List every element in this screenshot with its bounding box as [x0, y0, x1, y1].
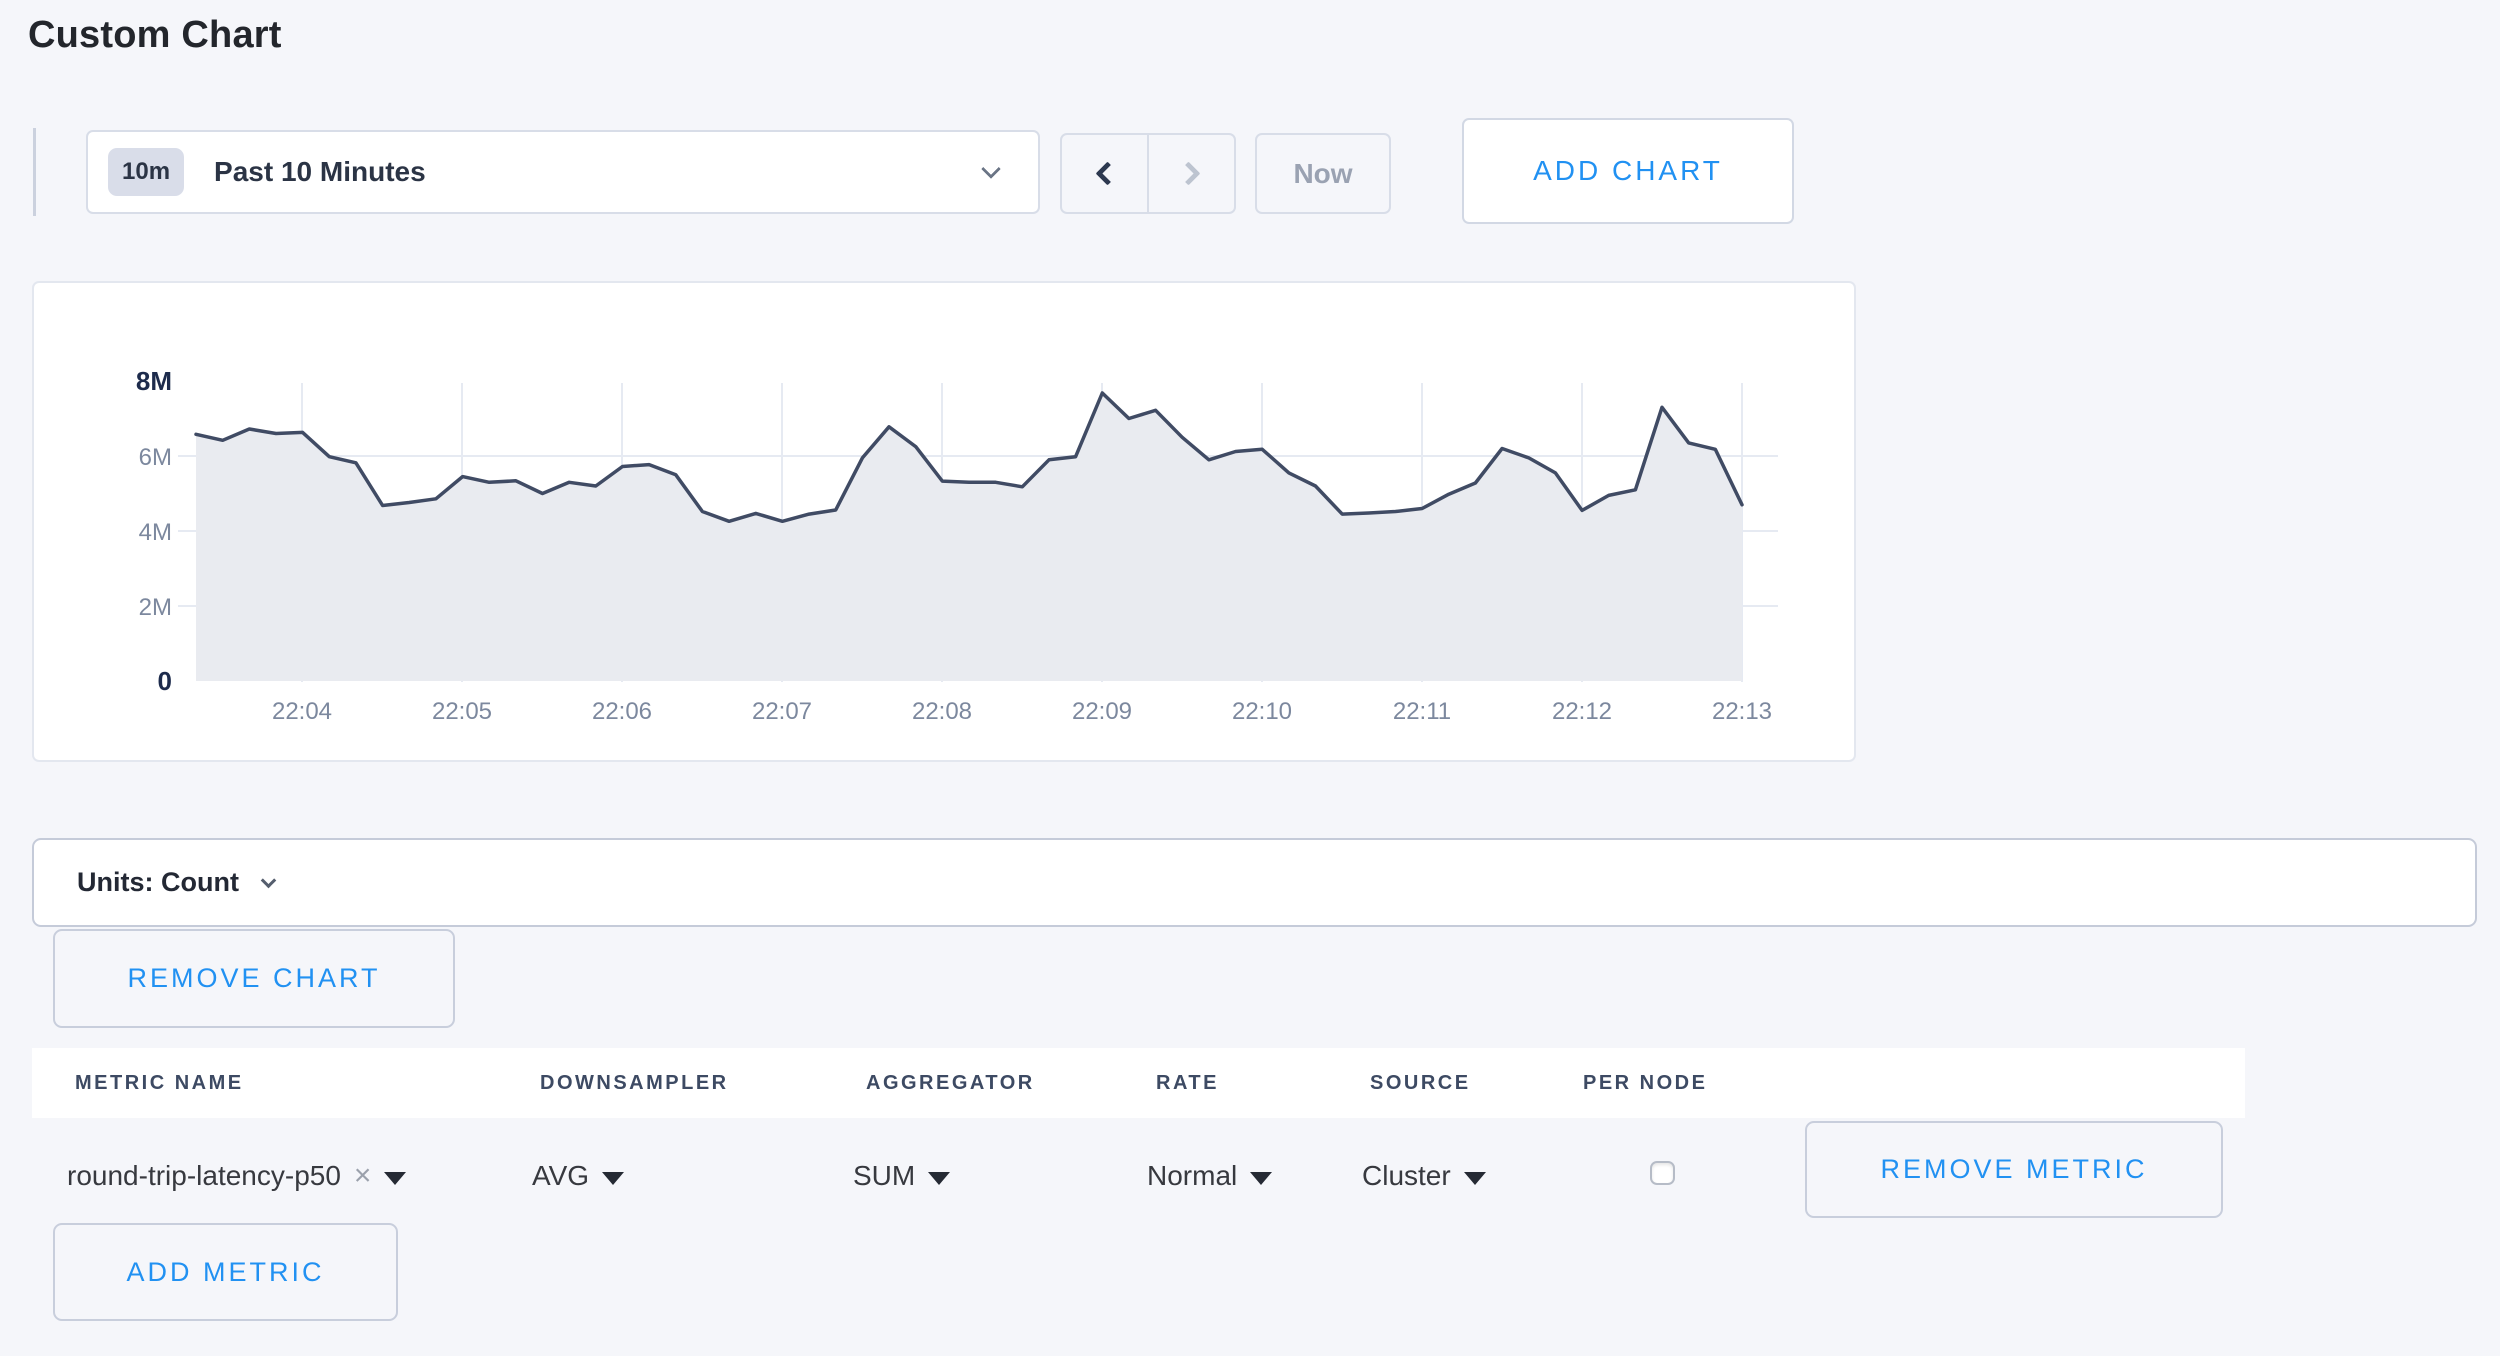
caret-down-icon: [1463, 1171, 1486, 1185]
now-button[interactable]: Now: [1255, 133, 1391, 214]
svg-text:22:11: 22:11: [1393, 698, 1451, 725]
time-range-select[interactable]: 10m Past 10 Minutes: [86, 130, 1040, 214]
time-step-back-button[interactable]: [1062, 135, 1147, 212]
svg-text:22:12: 22:12: [1552, 698, 1612, 725]
svg-text:4M: 4M: [139, 519, 172, 546]
page-title: Custom Chart: [28, 14, 282, 56]
clear-metric-icon[interactable]: ×: [353, 1159, 372, 1192]
remove-chart-button[interactable]: REMOVE CHART: [53, 929, 455, 1028]
per-node-checkbox[interactable]: [1650, 1161, 1675, 1185]
svg-text:22:13: 22:13: [1712, 698, 1772, 725]
caret-down-icon: [928, 1171, 951, 1185]
svg-text:22:10: 22:10: [1232, 698, 1292, 725]
time-range-label: Past 10 Minutes: [214, 156, 426, 187]
add-chart-button[interactable]: ADD CHART: [1462, 118, 1794, 224]
units-label: Units: Count: [77, 867, 239, 897]
aggregator-select[interactable]: SUM: [853, 1158, 951, 1194]
add-metric-button[interactable]: ADD METRIC: [53, 1223, 398, 1321]
caret-down-icon: [1250, 1171, 1273, 1185]
svg-text:6M: 6M: [139, 444, 172, 471]
timeseries-chart: 0 2M 4M 6M 8M 22:04 22:05 22:06 22:07 22:08 22:09 2…: [136, 366, 1778, 725]
caret-down-icon: [384, 1171, 407, 1185]
time-step-button-group: [1060, 133, 1236, 214]
svg-text:22:06: 22:06: [592, 698, 652, 725]
time-step-forward-button[interactable]: [1147, 135, 1234, 212]
chevron-right-icon: [1176, 161, 1201, 186]
chart-card: 0 2M 4M 6M 8M 22:04 22:05 22:06 22:07 22:08 22:09 2…: [32, 281, 1856, 762]
remove-metric-button[interactable]: REMOVE METRIC: [1805, 1121, 2223, 1218]
source-value: Cluster: [1362, 1160, 1451, 1191]
time-range-badge: 10m: [108, 148, 185, 196]
column-header-source: SOURCE: [1370, 1072, 1471, 1094]
column-header-metric-name: METRIC NAME: [75, 1072, 244, 1094]
chevron-down-icon: [260, 872, 277, 889]
svg-text:22:08: 22:08: [912, 698, 972, 725]
metric-name-value: round-trip-latency-p50: [67, 1160, 341, 1191]
chevron-down-icon: [981, 159, 1001, 179]
metrics-table-header: METRIC NAME DOWNSAMPLER AGGREGATOR RATE …: [32, 1048, 2245, 1118]
source-select[interactable]: Cluster: [1362, 1158, 1486, 1194]
downsampler-select[interactable]: AVG: [532, 1158, 625, 1194]
svg-text:22:09: 22:09: [1072, 698, 1132, 725]
units-dropdown[interactable]: Units: Count: [32, 838, 2477, 927]
column-header-aggregator: AGGREGATOR: [866, 1072, 1035, 1094]
column-header-downsampler: DOWNSAMPLER: [540, 1072, 729, 1094]
metric-name-select[interactable]: round-trip-latency-p50 ×: [67, 1158, 407, 1194]
svg-text:22:07: 22:07: [752, 698, 812, 725]
column-header-rate: RATE: [1156, 1072, 1219, 1094]
toolbar-accent-divider: [33, 128, 36, 216]
svg-text:22:04: 22:04: [272, 698, 332, 725]
aggregator-value: SUM: [853, 1160, 916, 1191]
svg-text:2M: 2M: [139, 594, 172, 621]
chevron-left-icon: [1095, 161, 1120, 186]
svg-text:8M: 8M: [136, 366, 172, 396]
downsampler-value: AVG: [532, 1160, 590, 1191]
svg-text:0: 0: [158, 666, 172, 696]
column-header-per-node: PER NODE: [1583, 1072, 1708, 1094]
rate-select[interactable]: Normal: [1147, 1158, 1273, 1194]
caret-down-icon: [602, 1171, 625, 1185]
rate-value: Normal: [1147, 1160, 1238, 1191]
svg-text:22:05: 22:05: [432, 698, 492, 725]
